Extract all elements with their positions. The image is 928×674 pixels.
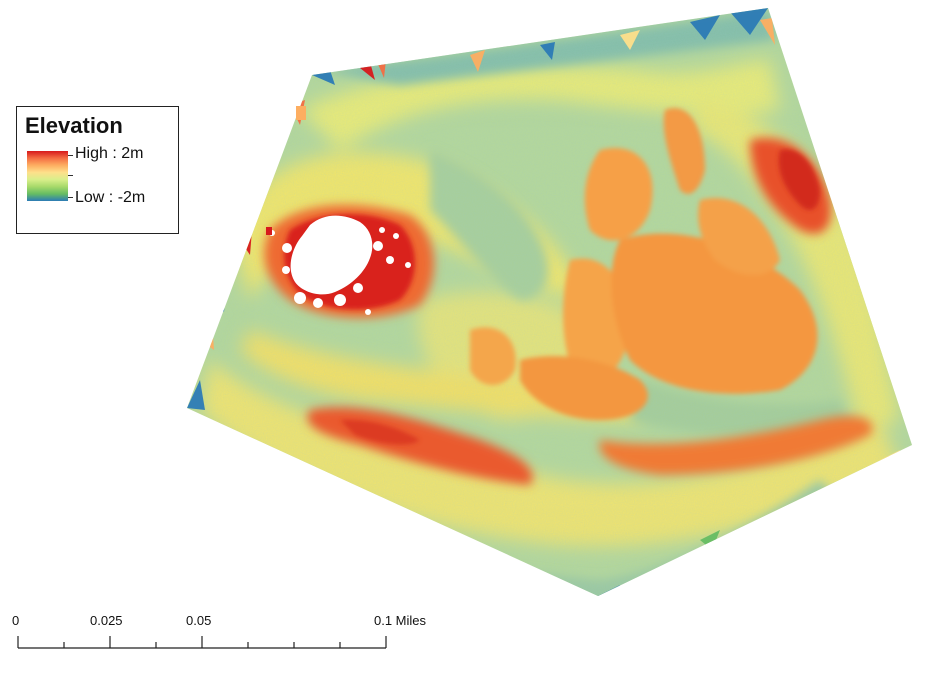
plateau-northeast bbox=[663, 108, 705, 194]
legend-color-ramp bbox=[27, 151, 68, 201]
legend-high-label: High : 2m bbox=[75, 145, 144, 162]
edge-artifact-sw bbox=[260, 480, 285, 500]
no-data-main bbox=[290, 215, 373, 295]
plateau-north bbox=[584, 148, 653, 241]
no-data-dot bbox=[405, 262, 411, 268]
no-data-dot bbox=[313, 298, 323, 308]
plateau-west-patch bbox=[470, 327, 516, 385]
scale-label-zero: 0 bbox=[12, 613, 20, 628]
outlier-patch bbox=[266, 227, 272, 235]
edge-artifact-sw bbox=[350, 522, 375, 538]
no-data-dot bbox=[386, 256, 394, 264]
legend-tick-mid bbox=[68, 175, 73, 176]
scale-label-quarter: 0.025 bbox=[90, 613, 123, 628]
no-data-dot bbox=[379, 227, 385, 233]
no-data-dot bbox=[353, 283, 363, 293]
legend-tick-high bbox=[68, 155, 73, 156]
plateau-southwest bbox=[520, 356, 648, 420]
edge-artifact-ne bbox=[730, 8, 768, 35]
no-data-dot bbox=[334, 294, 346, 306]
legend-title: Elevation bbox=[25, 113, 123, 138]
edge-artifact-sw bbox=[400, 540, 430, 556]
scale-label-full: 0.1 Miles bbox=[374, 613, 427, 628]
edge-artifact-sw bbox=[460, 560, 490, 575]
no-data-dot bbox=[393, 233, 399, 239]
edge-artifact-west bbox=[200, 320, 214, 350]
legend-tick-low bbox=[68, 197, 73, 198]
orange-plateaus bbox=[470, 108, 818, 420]
plateau-central bbox=[611, 233, 818, 394]
edge-artifact-sw bbox=[300, 500, 330, 520]
edge-artifact-north bbox=[540, 42, 555, 60]
scale-label-half: 0.05 bbox=[186, 613, 212, 628]
no-data-dot bbox=[282, 243, 292, 253]
no-data-dot bbox=[365, 309, 371, 315]
edge-artifact-west bbox=[187, 380, 205, 410]
edge-artifact-ne bbox=[760, 18, 775, 45]
south-ridge-east bbox=[599, 415, 873, 475]
east-peak bbox=[778, 149, 820, 210]
no-data-dot bbox=[373, 241, 383, 251]
edge-artifact-se bbox=[700, 530, 720, 550]
no-data-dot bbox=[294, 292, 306, 304]
legend-ramp-fill bbox=[27, 151, 68, 201]
edge-artifact-north bbox=[470, 50, 485, 72]
elevation-legend: Elevation High : 2m Low : -2m bbox=[16, 106, 179, 234]
edge-artifact-sw bbox=[540, 585, 570, 596]
edge-artifact-ne bbox=[690, 15, 720, 40]
scale-bar bbox=[17, 636, 387, 649]
legend-low-label: Low : -2m bbox=[75, 189, 146, 206]
south-peak bbox=[340, 419, 420, 445]
no-data-dot bbox=[282, 266, 290, 274]
outlier-patch bbox=[296, 106, 306, 120]
no-data-cells bbox=[269, 215, 411, 315]
plateau-east bbox=[698, 198, 780, 275]
edge-artifact-north bbox=[620, 30, 640, 50]
